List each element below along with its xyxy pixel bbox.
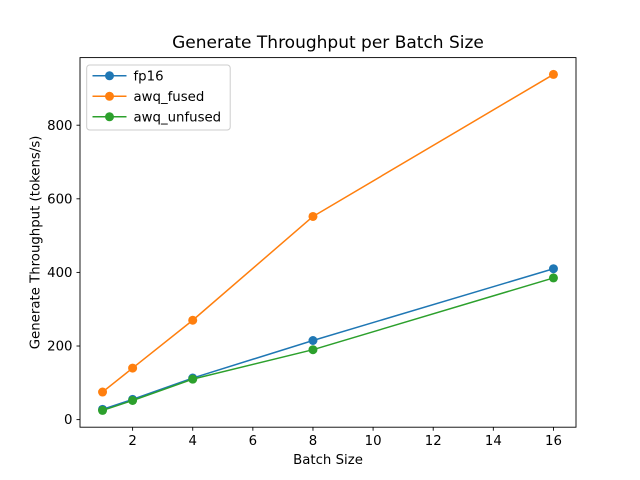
- data-point-awq_unfused: [308, 345, 318, 355]
- legend-marker: [105, 91, 114, 101]
- data-point-awq_fused: [548, 69, 558, 79]
- data-point-awq_fused: [188, 315, 198, 325]
- x-tick-label: 8: [309, 434, 317, 449]
- y-tick-label: 400: [47, 266, 72, 281]
- data-point-awq_fused: [98, 387, 108, 397]
- legend-marker: [105, 71, 114, 81]
- legend-box: [86, 64, 231, 131]
- x-tick-label: 2: [128, 434, 136, 449]
- legend-marker: [105, 112, 114, 122]
- legend: fp16 awq_fused awq_unfused: [86, 64, 231, 131]
- series-awq_fused: [98, 69, 558, 397]
- data-point-fp16: [308, 335, 318, 345]
- data-point-awq_unfused: [188, 374, 198, 384]
- data-point-fp16: [548, 264, 558, 274]
- data-point-awq_fused: [128, 363, 138, 373]
- legend-item-awq_fused: awq_fused: [92, 90, 205, 105]
- plot-border: [79, 57, 577, 428]
- x-tick-label: 6: [249, 434, 257, 449]
- y-tick-label: 600: [47, 192, 72, 207]
- y-tick-label: 0: [64, 413, 72, 428]
- y-axis-label: Generate Throughput (tokens/s): [29, 136, 44, 350]
- data-point-awq_unfused: [548, 273, 558, 283]
- x-axis-label: Batch Size: [293, 453, 363, 468]
- plot-area: 2 4 6 8 10 12 14 16 0 200 400 600 800 fp16 awq_fused…: [47, 57, 577, 449]
- y-axis-ticks: 0 200 400 600 800: [47, 119, 80, 428]
- series-awq_unfused: [98, 273, 558, 415]
- chart-title: Generate Throughput per Batch Size: [172, 33, 484, 53]
- data-point-awq_unfused: [128, 395, 138, 405]
- legend-label-fp16: fp16: [134, 69, 164, 84]
- legend-label-awq_unfused: awq_unfused: [134, 110, 222, 125]
- legend-item-awq_unfused: awq_unfused: [92, 110, 222, 125]
- legend-label-awq_fused: awq_fused: [134, 90, 205, 105]
- data-point-awq_fused: [308, 211, 318, 221]
- series-lines: [98, 69, 558, 415]
- data-point-awq_unfused: [98, 405, 108, 415]
- y-tick-label: 200: [47, 340, 72, 355]
- legend-item-fp16: fp16: [92, 69, 164, 84]
- y-tick-label: 800: [47, 119, 72, 134]
- x-tick-label: 10: [365, 434, 382, 449]
- x-tick-label: 16: [545, 434, 562, 449]
- x-axis-ticks: 2 4 6 8 10 12 14 16: [128, 427, 562, 449]
- x-tick-label: 4: [188, 434, 196, 449]
- x-tick-label: 12: [425, 434, 442, 449]
- x-tick-label: 14: [485, 434, 502, 449]
